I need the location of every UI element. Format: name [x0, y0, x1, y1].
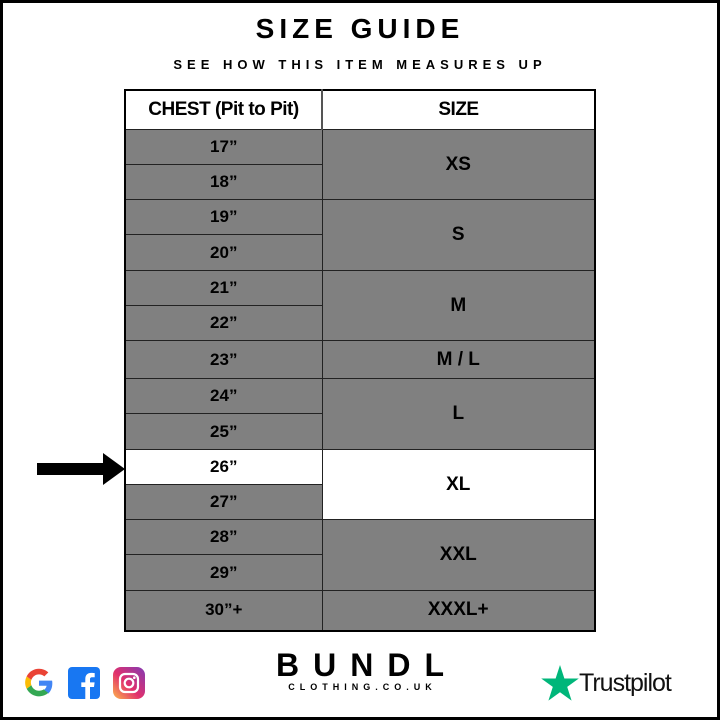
brand-name: BUNDL — [276, 647, 458, 683]
header-chest: CHEST (Pit to Pit) — [124, 89, 323, 130]
arrow-right-icon — [37, 453, 125, 485]
trustpilot-label: Trustpilot — [579, 668, 672, 697]
table-row: 24” L — [124, 378, 596, 450]
size-cell: XL — [321, 449, 596, 520]
table-row: 21” M — [124, 270, 596, 341]
subtitle: SEE HOW THIS ITEM MEASURES UP — [173, 57, 547, 72]
table-row: 28” XXL — [124, 519, 596, 591]
size-cell: S — [321, 199, 596, 271]
chest-cell: 24” — [124, 378, 323, 414]
chest-cell: 17” — [124, 129, 323, 165]
chest-cell: 23” — [124, 340, 323, 379]
trustpilot-star-icon — [541, 665, 579, 701]
trustpilot-logo[interactable]: Trustpilot — [541, 665, 672, 701]
size-cell: XXL — [321, 519, 596, 591]
chest-cell: 20” — [124, 234, 323, 271]
chest-cell: 29” — [124, 554, 323, 591]
table-row: 20” — [124, 234, 595, 271]
size-cell: M / L — [321, 340, 596, 379]
table-row: 29” — [124, 554, 595, 591]
chest-cell: 18” — [124, 164, 323, 200]
table-row: 19” S — [124, 199, 596, 271]
table-row: 17” XS — [124, 129, 596, 200]
brand-domain: CLOTHING.CO.UK — [288, 682, 437, 692]
table-row: 26” XL — [124, 449, 596, 520]
facebook-icon[interactable] — [68, 667, 100, 699]
chest-cell: 26” — [124, 449, 323, 485]
page-title: SIZE GUIDE — [255, 13, 465, 44]
table-row: 27” — [124, 484, 595, 520]
table-row: 30”+ XXXL+ — [124, 590, 596, 631]
size-cell: XXXL+ — [321, 590, 596, 631]
chest-cell: 19” — [124, 199, 323, 235]
size-table: CHEST (Pit to Pit) SIZE 17” XS 18” 19” S 20” 2… — [124, 89, 596, 632]
table-row: 18” — [124, 164, 595, 200]
table-row: 25” — [124, 413, 595, 450]
header-size: SIZE — [321, 89, 596, 130]
chest-cell: 22” — [124, 305, 323, 341]
google-icon[interactable] — [23, 667, 55, 699]
size-cell: XS — [321, 129, 596, 200]
table-row: 23” M / L — [124, 340, 596, 379]
size-cell: L — [321, 378, 596, 450]
chest-cell: 30”+ — [124, 590, 323, 631]
chest-cell: 27” — [124, 484, 323, 520]
size-cell: M — [321, 270, 596, 341]
brand-logo: BUNDL CLOTHING.CO.UK — [3, 648, 717, 692]
chest-cell: 21” — [124, 270, 323, 306]
chest-cell: 25” — [124, 413, 323, 450]
chest-cell: 28” — [124, 519, 323, 555]
instagram-icon[interactable] — [113, 667, 145, 699]
